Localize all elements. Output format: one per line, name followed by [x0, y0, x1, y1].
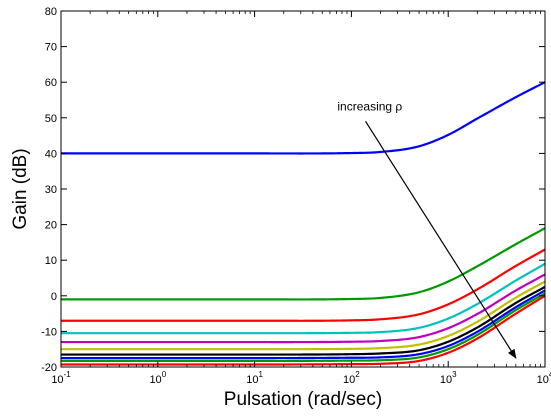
- y-tick-label: 70: [45, 42, 57, 54]
- x-tick-label-base: 10: [246, 374, 258, 386]
- x-tick-label-exponent: 1: [258, 370, 263, 379]
- series-line-10: [61, 294, 545, 366]
- x-tick-label: 100: [149, 370, 166, 386]
- x-tick-label-base: 10: [343, 374, 355, 386]
- x-tick-label-base: 10: [440, 374, 452, 386]
- y-tick-label: 80: [45, 6, 57, 18]
- x-tick-label-base: 10: [537, 374, 549, 386]
- x-tick-label: 104: [537, 370, 551, 386]
- x-tick-label: 102: [343, 370, 360, 386]
- x-axis-title: Pulsation (rad/sec): [224, 389, 382, 410]
- y-axis-title: Gain (dB): [10, 148, 31, 229]
- y-tick-label: 30: [45, 184, 57, 196]
- x-tick-label: 103: [440, 370, 457, 386]
- y-tick-label: -10: [41, 326, 57, 338]
- tick-labels-layer: 10-1100101102103104-20-10010203040506070…: [41, 6, 551, 386]
- y-tick-label: 20: [45, 220, 57, 232]
- series-line-4: [61, 262, 545, 335]
- x-tick-label-exponent: 0: [162, 370, 167, 379]
- y-tick-label: 10: [45, 255, 57, 267]
- series-line-6: [61, 280, 545, 351]
- y-tick-label: 60: [45, 77, 57, 89]
- x-tick-label-base: 10: [149, 374, 161, 386]
- annotation-text: increasing ρ: [337, 100, 402, 114]
- series-line-7: [61, 285, 545, 356]
- series-line-9: [61, 292, 545, 363]
- ticks-layer: [60, 10, 546, 368]
- series-line-8: [61, 289, 545, 360]
- y-tick-label: 50: [45, 113, 57, 125]
- series-line-1: [61, 81, 545, 155]
- x-tick-label-exponent: 3: [452, 370, 457, 379]
- series-line-5: [61, 273, 545, 344]
- y-tick-label: 40: [45, 148, 57, 160]
- series-line-2: [61, 227, 545, 301]
- y-tick-label: 0: [51, 291, 57, 303]
- x-tick-label-base: 10: [51, 374, 63, 386]
- x-tick-label: 101: [246, 370, 263, 386]
- annotation-arrow: [365, 121, 517, 359]
- x-tick-label-exponent: 2: [355, 370, 360, 379]
- series-layer: [61, 81, 545, 366]
- annotation-layer: increasing ρ: [337, 100, 517, 359]
- y-tick-label: -20: [41, 362, 57, 374]
- x-tick-label: 10-1: [51, 370, 71, 386]
- x-tick-label-exponent: -1: [64, 370, 72, 379]
- x-tick-label-exponent: 4: [549, 370, 551, 379]
- plot-area: [61, 11, 545, 367]
- series-line-3: [61, 248, 545, 322]
